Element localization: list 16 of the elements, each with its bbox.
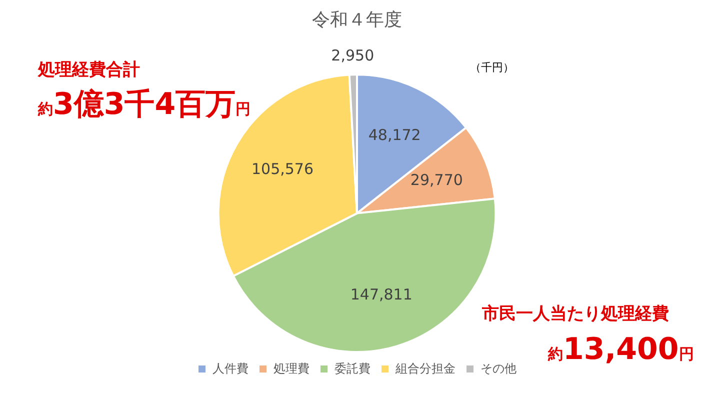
data-label: 29,770 — [410, 170, 463, 189]
text: 市民一人当たり処理経費 — [482, 303, 669, 325]
data-label: 48,172 — [368, 126, 421, 144]
legend-label: 処理費 — [274, 361, 310, 376]
text: 約13,400円 — [548, 332, 694, 367]
data-label: 147,811 — [350, 286, 412, 304]
legend-label: 人件費 — [212, 361, 248, 376]
chart-title: 令和４年度 — [312, 9, 402, 30]
text: 約3億3千4百万円 — [38, 87, 251, 122]
text: 処理経費合計 — [38, 59, 140, 81]
legend-label: その他 — [480, 361, 516, 376]
text: （千円） — [470, 60, 514, 75]
data-label: 2,950 — [331, 46, 374, 65]
legend-label: 委託費 — [334, 361, 370, 376]
legend-label: 組合分担金 — [394, 361, 456, 376]
data-label: 105,576 — [251, 160, 314, 178]
